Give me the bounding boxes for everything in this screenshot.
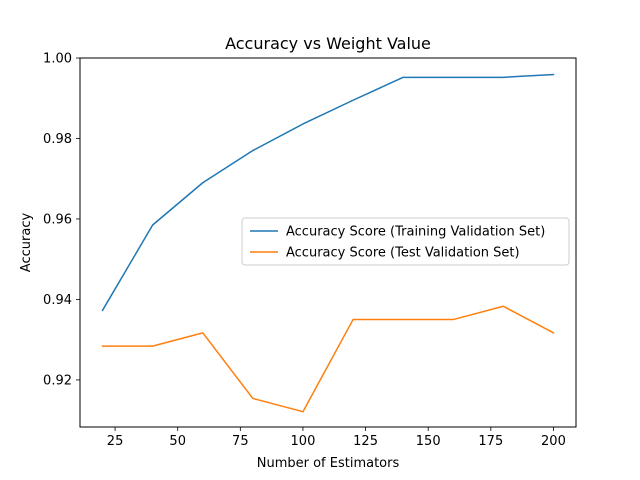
series-line-1 [101, 73, 555, 312]
x-tick-label: 100 [291, 434, 316, 449]
plot-frame [79, 57, 577, 428]
y-tick-label: 0.96 [43, 212, 72, 227]
y-tick-label: 0.94 [43, 293, 72, 308]
legend-label-1: Accuracy Score (Training Validation Set) [286, 225, 545, 240]
x-tick-label: 150 [416, 434, 441, 449]
series-line-2 [101, 305, 555, 413]
y-tick-label: 1.00 [43, 52, 72, 67]
x-tick-label: 125 [353, 434, 378, 449]
legend-label-2: Accuracy Score (Test Validation Set) [286, 246, 520, 261]
x-axis: 25 50 75 100 125 150 175 200 [107, 427, 566, 449]
x-tick-label: 50 [169, 434, 186, 449]
x-tick-label: 175 [478, 434, 503, 449]
y-tick-label: 0.98 [43, 132, 72, 147]
chart-title: Accuracy vs Weight Value [225, 34, 431, 53]
legend: Accuracy Score (Training Validation Set)… [241, 217, 570, 266]
x-axis-label: Number of Estimators [257, 456, 400, 471]
series-layer [101, 73, 555, 413]
legend-box [241, 217, 570, 266]
x-tick-label: 200 [541, 434, 566, 449]
x-tick-label: 75 [232, 434, 249, 449]
x-tick-label: 25 [107, 434, 124, 449]
y-axis: 0.92 0.94 0.96 0.98 1.00 [43, 52, 80, 388]
y-tick-label: 0.92 [43, 373, 72, 388]
y-axis-label: Accuracy [19, 213, 34, 273]
